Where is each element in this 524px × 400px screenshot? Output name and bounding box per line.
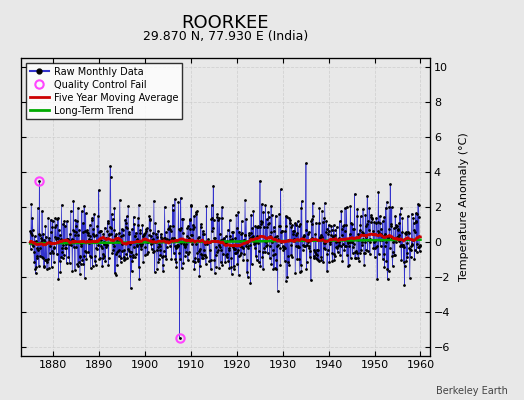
Y-axis label: Temperature Anomaly (°C): Temperature Anomaly (°C) <box>458 133 468 281</box>
Text: ROORKEE: ROORKEE <box>182 14 269 32</box>
Legend: Raw Monthly Data, Quality Control Fail, Five Year Moving Average, Long-Term Tren: Raw Monthly Data, Quality Control Fail, … <box>26 63 182 119</box>
Text: Berkeley Earth: Berkeley Earth <box>436 386 508 396</box>
Text: 29.870 N, 77.930 E (India): 29.870 N, 77.930 E (India) <box>143 30 308 43</box>
